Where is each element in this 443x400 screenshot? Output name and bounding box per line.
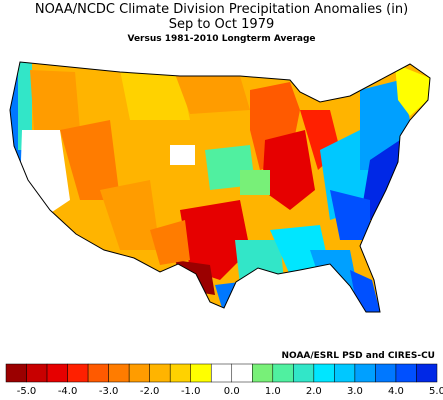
legend-swatch <box>26 363 48 383</box>
color-legend: -5.0 -4.0 -3.0 -2.0 -1.0 0.0 1.0 2.0 3.0 4.0 5.0 <box>5 363 443 397</box>
legend-swatch <box>293 363 315 383</box>
legend-swatch <box>190 363 212 383</box>
legend-swatch <box>313 363 335 383</box>
legend-tick-label: 5.0 <box>429 386 443 397</box>
map-baseline-note: Versus 1981-2010 Longterm Average <box>127 34 316 44</box>
legend-tick-label: -3.0 <box>99 386 119 397</box>
legend-swatch <box>395 363 417 383</box>
legend-tick-label: 4.0 <box>388 386 404 397</box>
legend-swatch <box>128 363 150 383</box>
legend-swatch <box>231 363 253 383</box>
us-outline <box>9 61 431 313</box>
legend-swatch <box>210 363 233 383</box>
legend-tick-label: 1.0 <box>265 386 281 397</box>
map-title: NOAA/NCDC Climate Division Precipitation… <box>34 2 409 17</box>
legend-swatch <box>272 363 294 383</box>
legend-swatch <box>375 363 397 383</box>
legend-swatch <box>149 363 171 383</box>
legend-swatch <box>108 363 130 383</box>
map-subtitle: Sep to Oct 1979 <box>168 17 275 32</box>
legend-tick-label: -2.0 <box>140 386 160 397</box>
legend-tick-label: -5.0 <box>17 386 37 397</box>
climate-division-fills <box>10 62 430 312</box>
legend-swatch <box>252 363 274 383</box>
precipitation-anomaly-map <box>9 61 431 313</box>
legend-tick-label: 0.0 <box>224 386 240 397</box>
legend-tick-label: -4.0 <box>58 386 78 397</box>
legend-swatch <box>46 363 68 383</box>
legend-tick-label: -1.0 <box>181 386 201 397</box>
legend-swatch <box>169 363 191 383</box>
legend-swatch <box>5 363 27 383</box>
data-credit: NOAA/ESRL PSD and CIRES-CU <box>281 351 436 361</box>
legend-swatch <box>416 363 438 383</box>
legend-swatch <box>67 363 89 383</box>
legend-swatch <box>87 363 109 383</box>
legend-tick-label: 3.0 <box>347 386 363 397</box>
legend-swatch <box>334 363 356 383</box>
legend-tick-label: 2.0 <box>306 386 322 397</box>
legend-swatch <box>354 363 376 383</box>
